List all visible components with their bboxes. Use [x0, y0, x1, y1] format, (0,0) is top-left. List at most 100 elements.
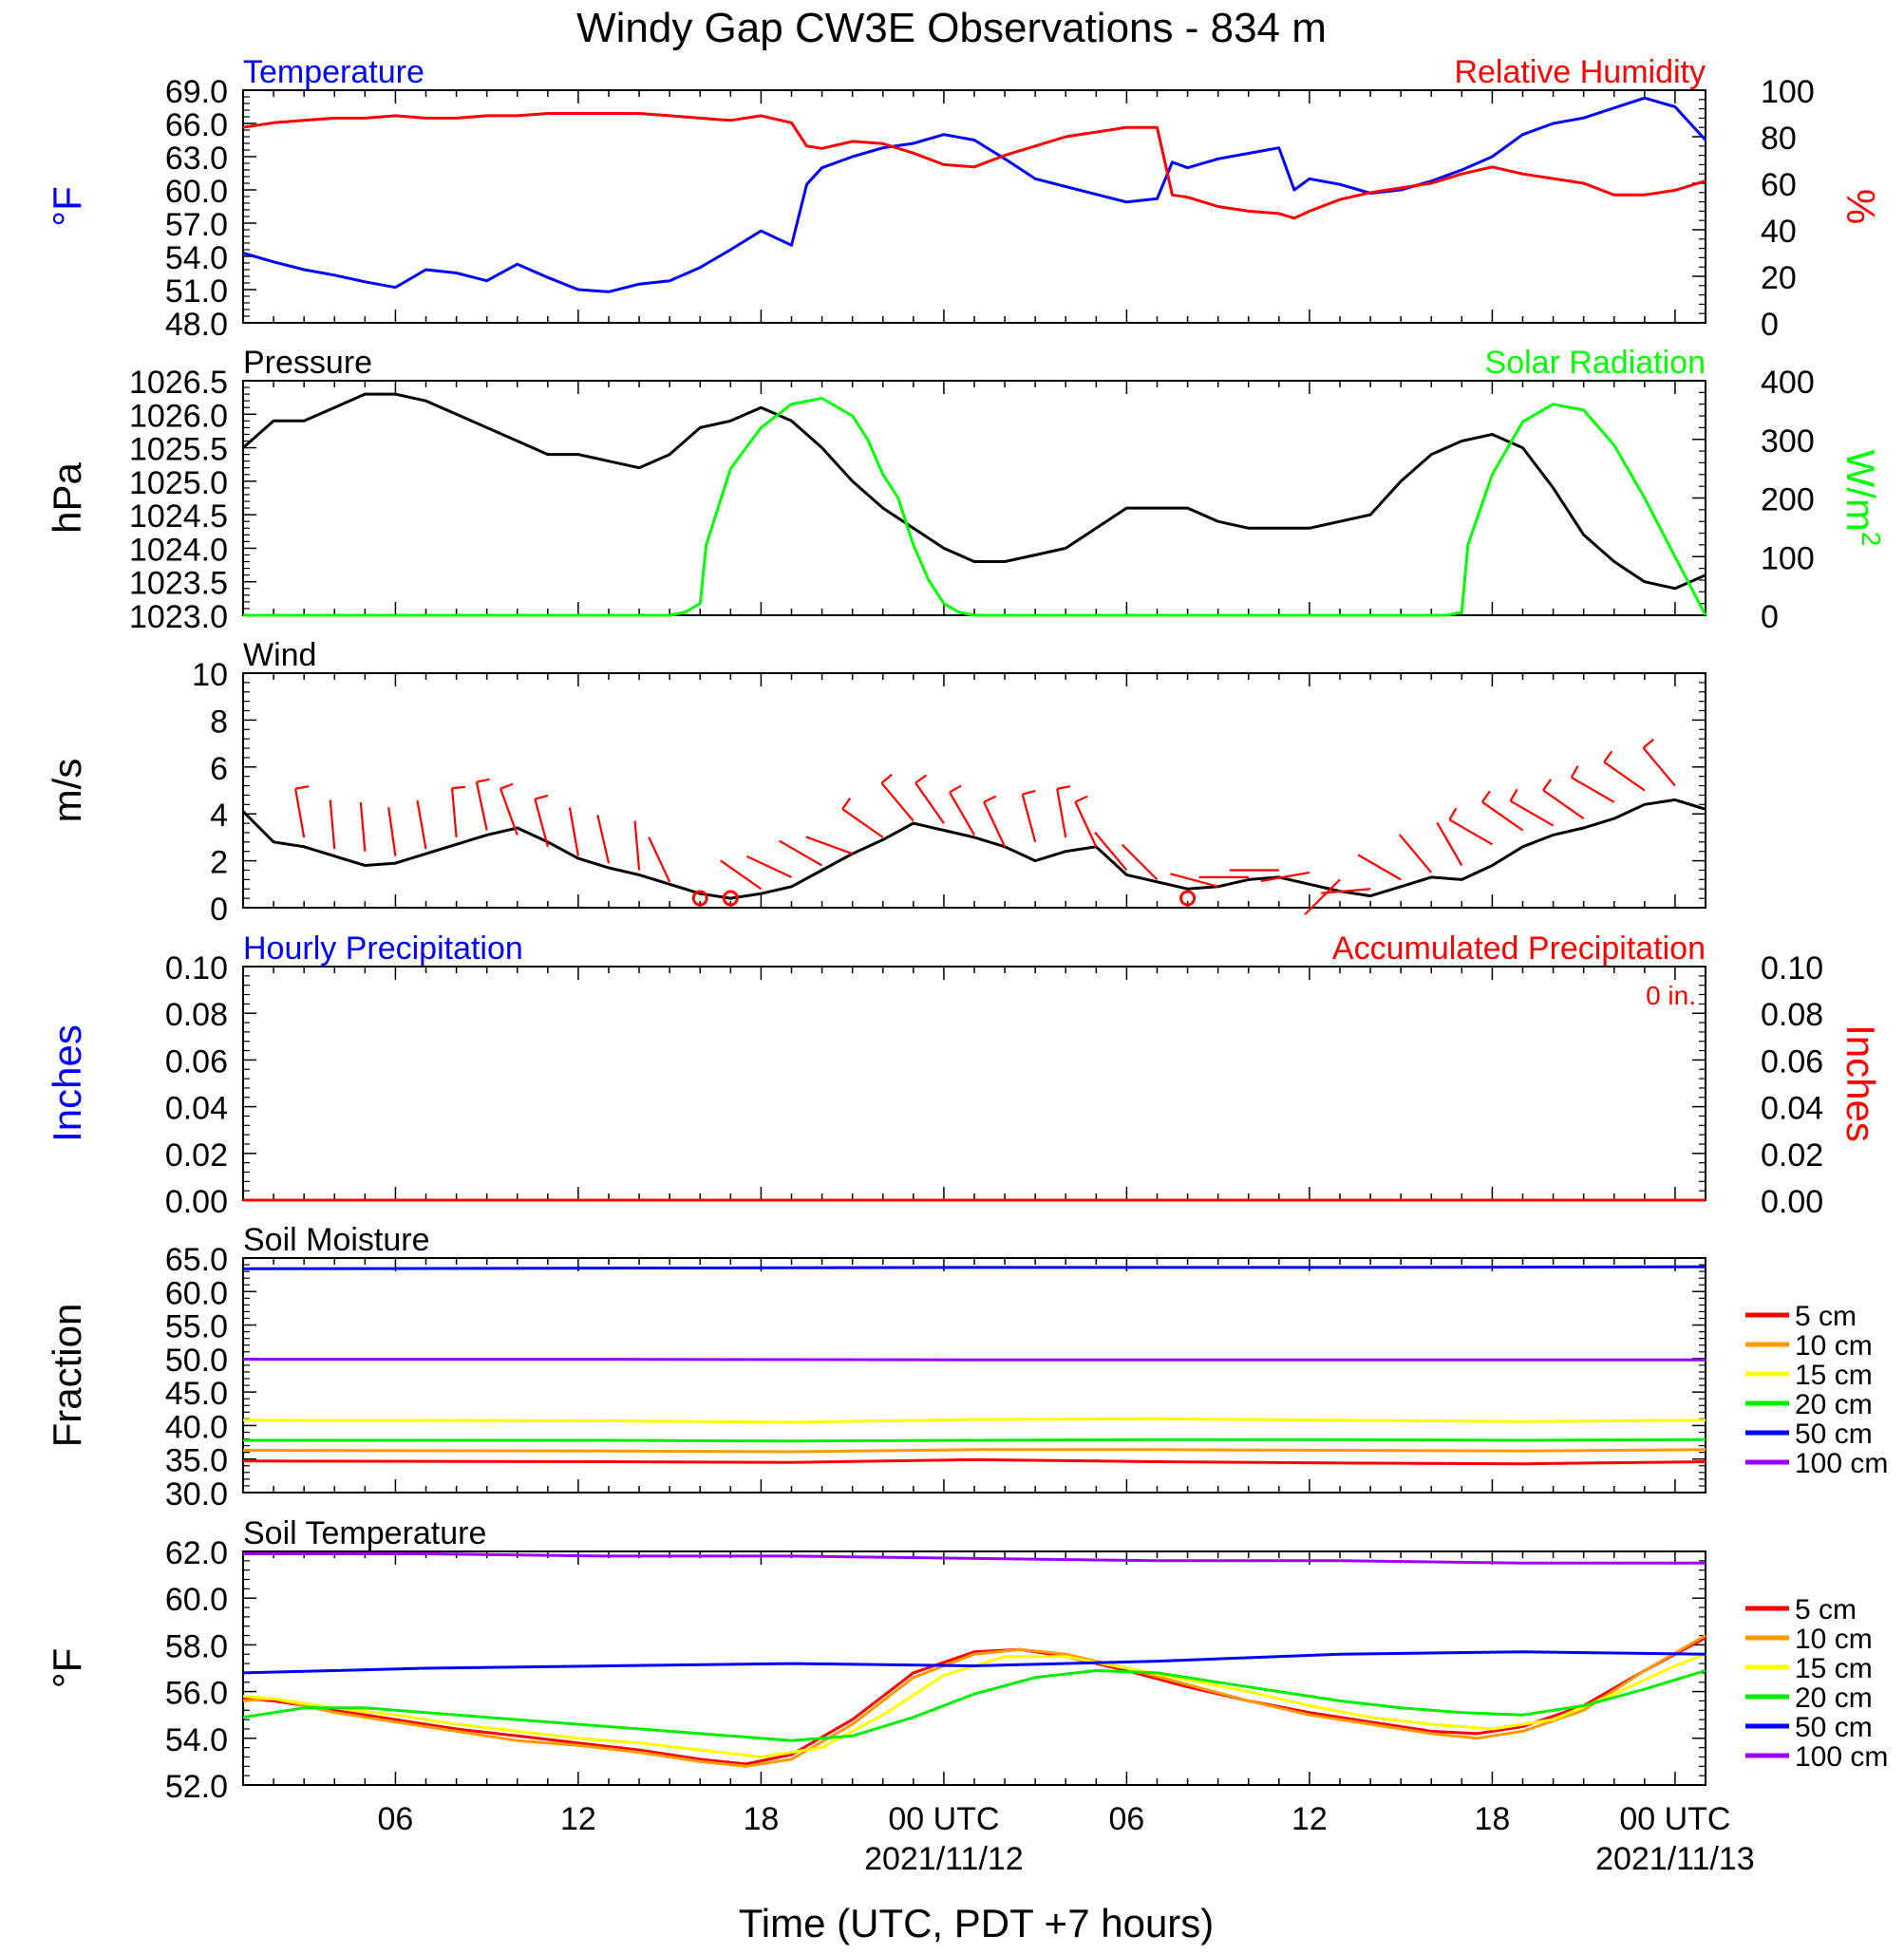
y-axis-label: °F [45, 186, 89, 226]
y2-tick-label: 100 [1761, 540, 1815, 576]
x-date-label: 2021/11/13 [1595, 1841, 1755, 1877]
series-line-50-cm [242, 1265, 1706, 1270]
y-tick-label: 50.0 [165, 1343, 228, 1379]
panel-title-left: Temperature [243, 54, 424, 90]
y-tick-label: 62.0 [165, 1535, 228, 1571]
legend-label: 50 cm [1795, 1419, 1873, 1450]
wind-barb [745, 855, 792, 878]
panel-title-right: Relative Humidity [1454, 54, 1706, 90]
y-tick-label: 57.0 [165, 207, 228, 243]
y-tick-label: 6 [210, 751, 228, 787]
wind-barb [1542, 789, 1585, 820]
x-tick-label: 06 [1109, 1801, 1145, 1837]
x-tick-label: 12 [560, 1801, 596, 1837]
panel-title-right: Solar Radiation [1485, 345, 1706, 381]
calm-wind-circle [722, 890, 739, 907]
panel-soil_temp: 52.0 54.0 56.0 58.0 60.0 62.0 Soil Temperature… [45, 1515, 1888, 1877]
wind-barb [983, 801, 1007, 848]
wind-barb [387, 807, 397, 856]
wind-barb-flag [1448, 807, 1458, 820]
y2-tick-label: 60 [1761, 167, 1797, 203]
panel-title-left: Soil Temperature [243, 1515, 486, 1551]
panel-pres_solar: 1023.01023.51024.01024.51025.01025.51026… [45, 345, 1886, 635]
y-tick-label: 1026.0 [129, 398, 228, 434]
y2-tick-label: 0.08 [1761, 997, 1823, 1033]
y-tick-label: 58.0 [165, 1628, 228, 1664]
wind-barb [1603, 761, 1646, 792]
wind-barb-flag [914, 774, 928, 784]
wind-barb [720, 859, 763, 891]
wind-barb [914, 781, 945, 824]
panel-title-right: Accumulated Precipitation [1332, 930, 1706, 967]
panel-title-left: Soil Moisture [243, 1222, 430, 1258]
series-line-temperature [242, 96, 1707, 293]
series-line-humidity [242, 112, 1706, 220]
panel-title-left: Hourly Precipitation [243, 930, 523, 967]
panel-soil_moist: 30.035.040.045.050.055.060.065.0 Soil Moi… [45, 1222, 1888, 1512]
wind-barb [648, 836, 671, 883]
y-axis-label: °F [45, 1648, 89, 1688]
y2-tick-label: 400 [1761, 365, 1815, 401]
y-tick-label: 2 [210, 845, 228, 881]
y-tick-label: 60.0 [165, 174, 228, 210]
wind-barb [596, 815, 611, 864]
x-tick-label: 06 [378, 1801, 414, 1837]
series-line-10-cm [242, 1634, 1706, 1768]
wind-barb [450, 788, 458, 837]
y2-tick-label: 20 [1761, 260, 1797, 296]
y2-tick-label: 200 [1761, 482, 1815, 518]
y-tick-label: 1023.5 [129, 566, 228, 602]
series-line-5-cm [242, 1457, 1706, 1466]
x-tick-label: 18 [1475, 1801, 1511, 1837]
y-tick-label: 1024.0 [129, 532, 228, 568]
legend-label: 20 cm [1795, 1682, 1873, 1714]
y-axis-label: Inches [45, 1024, 89, 1142]
wind-barb [1304, 878, 1341, 915]
y2-axis-label: % [1838, 189, 1883, 224]
wind-barb [568, 807, 579, 856]
y-tick-label: 0.06 [165, 1043, 228, 1080]
wind-barb [1021, 794, 1037, 843]
legend-label: 10 cm [1795, 1624, 1873, 1655]
wind-barb-flag [1481, 790, 1491, 803]
legend-label: 15 cm [1795, 1653, 1873, 1684]
y-tick-label: 1025.5 [129, 432, 228, 468]
panel-title-left: Wind [243, 637, 316, 673]
x-tick-label: 18 [744, 1801, 780, 1837]
wind-barb [841, 808, 884, 838]
panel-frame [242, 1257, 1706, 1494]
calm-wind-circle [691, 890, 708, 907]
wind-barb [1056, 788, 1067, 838]
y-tick-label: 1026.5 [129, 365, 228, 401]
y-tick-label: 60.0 [165, 1582, 228, 1618]
wind-barb [633, 820, 641, 871]
y-tick-label: 40.0 [165, 1409, 228, 1445]
y-axis-label: m/s [45, 759, 89, 823]
wind-barb [475, 781, 488, 831]
series-line-15-cm [242, 1652, 1706, 1758]
y2-tick-label: 0 [1761, 599, 1779, 635]
series-line-10-cm [242, 1448, 1706, 1454]
wind-barb [1074, 801, 1098, 848]
precip-total-annotation: 0 in. [1646, 981, 1696, 1010]
panel-frame [242, 672, 1706, 909]
y2-axis-label-superscript: 2 [1857, 532, 1886, 547]
series-line-50-cm [242, 1650, 1706, 1675]
y-tick-label: 56.0 [165, 1676, 228, 1712]
wind-barb [359, 801, 367, 852]
y-tick-label: 63.0 [165, 141, 228, 177]
y-tick-label: 45.0 [165, 1376, 228, 1412]
y2-axis-label: Inches [1838, 1024, 1883, 1142]
y-tick-label: 35.0 [165, 1443, 228, 1479]
y-tick-label: 52.0 [165, 1769, 228, 1805]
y-tick-label: 0.08 [165, 997, 228, 1033]
wind-barbs [294, 738, 1676, 915]
wind-barb [1642, 747, 1676, 787]
wind-barb [1481, 800, 1524, 832]
series-line-15-cm [242, 1417, 1706, 1424]
wind-barb [329, 799, 336, 850]
y-tick-label: 0.04 [165, 1091, 228, 1127]
wind-barb [1170, 873, 1218, 888]
